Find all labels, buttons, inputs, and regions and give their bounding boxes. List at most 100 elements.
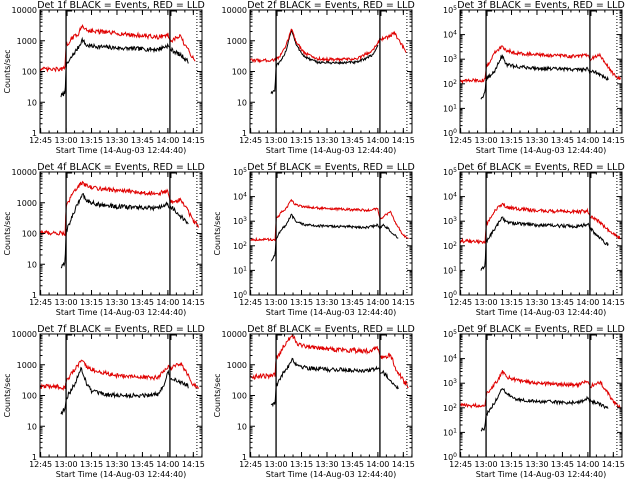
axes-frame bbox=[39, 333, 203, 458]
series-lld-line bbox=[460, 45, 621, 85]
marker-flag bbox=[380, 10, 386, 16]
y-tick-label: 105 bbox=[233, 167, 247, 177]
x-tick-label: 12:45 bbox=[449, 136, 472, 145]
x-tick-label: 14:00 bbox=[366, 460, 389, 469]
series-events-line bbox=[270, 29, 379, 95]
y-tick-label: 100 bbox=[443, 452, 457, 462]
axes-frame bbox=[39, 9, 203, 134]
y-tick-label: 1 bbox=[32, 129, 37, 138]
y-tick-label: 1000 bbox=[227, 37, 247, 46]
x-tick-label: 13:30 bbox=[105, 298, 128, 307]
y-tick-label: 100 bbox=[232, 68, 247, 77]
x-axis-label: Start Time (14-Aug-03 12:44:40) bbox=[56, 146, 187, 155]
x-tick-label: 12:45 bbox=[239, 460, 262, 469]
x-tick-label: 12:45 bbox=[29, 298, 52, 307]
axes-frame bbox=[249, 9, 413, 134]
y-tick-label: 1000 bbox=[227, 361, 247, 370]
x-tick-label: 14:15 bbox=[182, 298, 205, 307]
series-events-line bbox=[60, 36, 189, 98]
x-tick-label: 13:45 bbox=[551, 460, 574, 469]
x-tick-label: 13:15 bbox=[500, 298, 523, 307]
plot-area bbox=[40, 359, 199, 416]
x-tick-label: 13:30 bbox=[525, 298, 548, 307]
marker-flag bbox=[276, 172, 283, 178]
x-tick-label: 14:00 bbox=[576, 298, 599, 307]
x-tick-label: 12:45 bbox=[29, 136, 52, 145]
x-tick-label: 13:15 bbox=[80, 298, 103, 307]
y-tick-label: 10 bbox=[237, 422, 247, 431]
x-tick-label: 13:15 bbox=[80, 136, 103, 145]
panel-title: Det 3f BLACK = Events, RED = LLD bbox=[457, 0, 625, 11]
x-tick-label: 13:45 bbox=[131, 460, 154, 469]
x-tick-label: 13:45 bbox=[131, 298, 154, 307]
y-tick-label: 104 bbox=[443, 30, 457, 40]
y-tick-label: 1 bbox=[242, 129, 247, 138]
y-tick-label: 103 bbox=[443, 54, 457, 64]
y-tick-label: 1000 bbox=[17, 199, 37, 208]
series-lld-line bbox=[250, 198, 409, 242]
x-tick-label: 13:00 bbox=[475, 460, 498, 469]
x-tick-label: 13:30 bbox=[105, 460, 128, 469]
y-axis-label: Counts/sec bbox=[3, 49, 12, 93]
x-tick-label: 14:00 bbox=[366, 298, 389, 307]
y-tick-label: 100 bbox=[232, 392, 247, 401]
y-tick-label: 102 bbox=[443, 403, 457, 413]
plot-area bbox=[250, 334, 409, 408]
x-tick-label: 14:15 bbox=[602, 460, 625, 469]
y-tick-label: 100 bbox=[22, 230, 37, 239]
panel-title: Det 5f BLACK = Events, RED = LLD bbox=[247, 162, 415, 173]
plot-area bbox=[40, 23, 196, 98]
x-tick-label: 13:15 bbox=[500, 460, 523, 469]
y-tick-label: 10000 bbox=[222, 6, 247, 15]
panel-title: Det 9f BLACK = Events, RED = LLD bbox=[457, 324, 625, 335]
x-tick-label: 13:15 bbox=[500, 136, 523, 145]
axes-frame bbox=[459, 9, 623, 134]
series-events-line bbox=[480, 54, 609, 100]
axes-frame bbox=[249, 333, 413, 458]
x-tick-label: 13:00 bbox=[475, 136, 498, 145]
y-tick-label: 10 bbox=[27, 260, 37, 269]
panel-title: Det 6f BLACK = Events, RED = LLD bbox=[457, 162, 625, 173]
axes-frame bbox=[459, 171, 623, 296]
x-tick-label: 13:15 bbox=[290, 460, 313, 469]
x-tick-label: 13:00 bbox=[55, 298, 78, 307]
plot-area bbox=[40, 180, 199, 269]
x-tick-label: 12:45 bbox=[239, 298, 262, 307]
x-tick-label: 12:45 bbox=[239, 136, 262, 145]
y-tick-label: 105 bbox=[443, 329, 457, 339]
axes-frame bbox=[249, 171, 413, 296]
marker-flag bbox=[66, 172, 73, 178]
y-tick-label: 100 bbox=[22, 68, 37, 77]
x-tick-label: 13:00 bbox=[475, 298, 498, 307]
x-tick-label: 14:15 bbox=[392, 298, 415, 307]
marker-flag bbox=[170, 10, 176, 16]
x-axis-label: Start Time (14-Aug-03 12:44:40) bbox=[266, 470, 397, 479]
x-tick-label: 14:00 bbox=[156, 460, 179, 469]
x-tick-label: 13:45 bbox=[131, 136, 154, 145]
marker-flag bbox=[590, 334, 596, 340]
panel-title: Det 7f BLACK = Events, RED = LLD bbox=[37, 324, 205, 335]
series-events-line bbox=[480, 387, 609, 432]
y-tick-label: 1 bbox=[242, 453, 247, 462]
y-tick-label: 101 bbox=[233, 265, 247, 275]
plot-area bbox=[250, 198, 409, 262]
series-lld-line bbox=[250, 28, 407, 64]
x-axis-label: Start Time (14-Aug-03 12:44:40) bbox=[476, 470, 607, 479]
x-tick-label: 14:15 bbox=[182, 136, 205, 145]
x-axis-label: Start Time (14-Aug-03 12:44:40) bbox=[266, 308, 397, 317]
x-tick-label: 14:15 bbox=[182, 460, 205, 469]
x-tick-label: 13:45 bbox=[341, 460, 364, 469]
marker-flag bbox=[170, 172, 176, 178]
y-axis-label: Counts/sec bbox=[3, 211, 12, 255]
y-tick-label: 101 bbox=[443, 427, 457, 437]
axes-frame bbox=[459, 333, 623, 458]
x-tick-label: 13:30 bbox=[525, 460, 548, 469]
x-tick-label: 13:45 bbox=[551, 136, 574, 145]
x-tick-label: 14:00 bbox=[156, 136, 179, 145]
y-tick-label: 100 bbox=[443, 290, 457, 300]
y-tick-label: 100 bbox=[233, 290, 247, 300]
